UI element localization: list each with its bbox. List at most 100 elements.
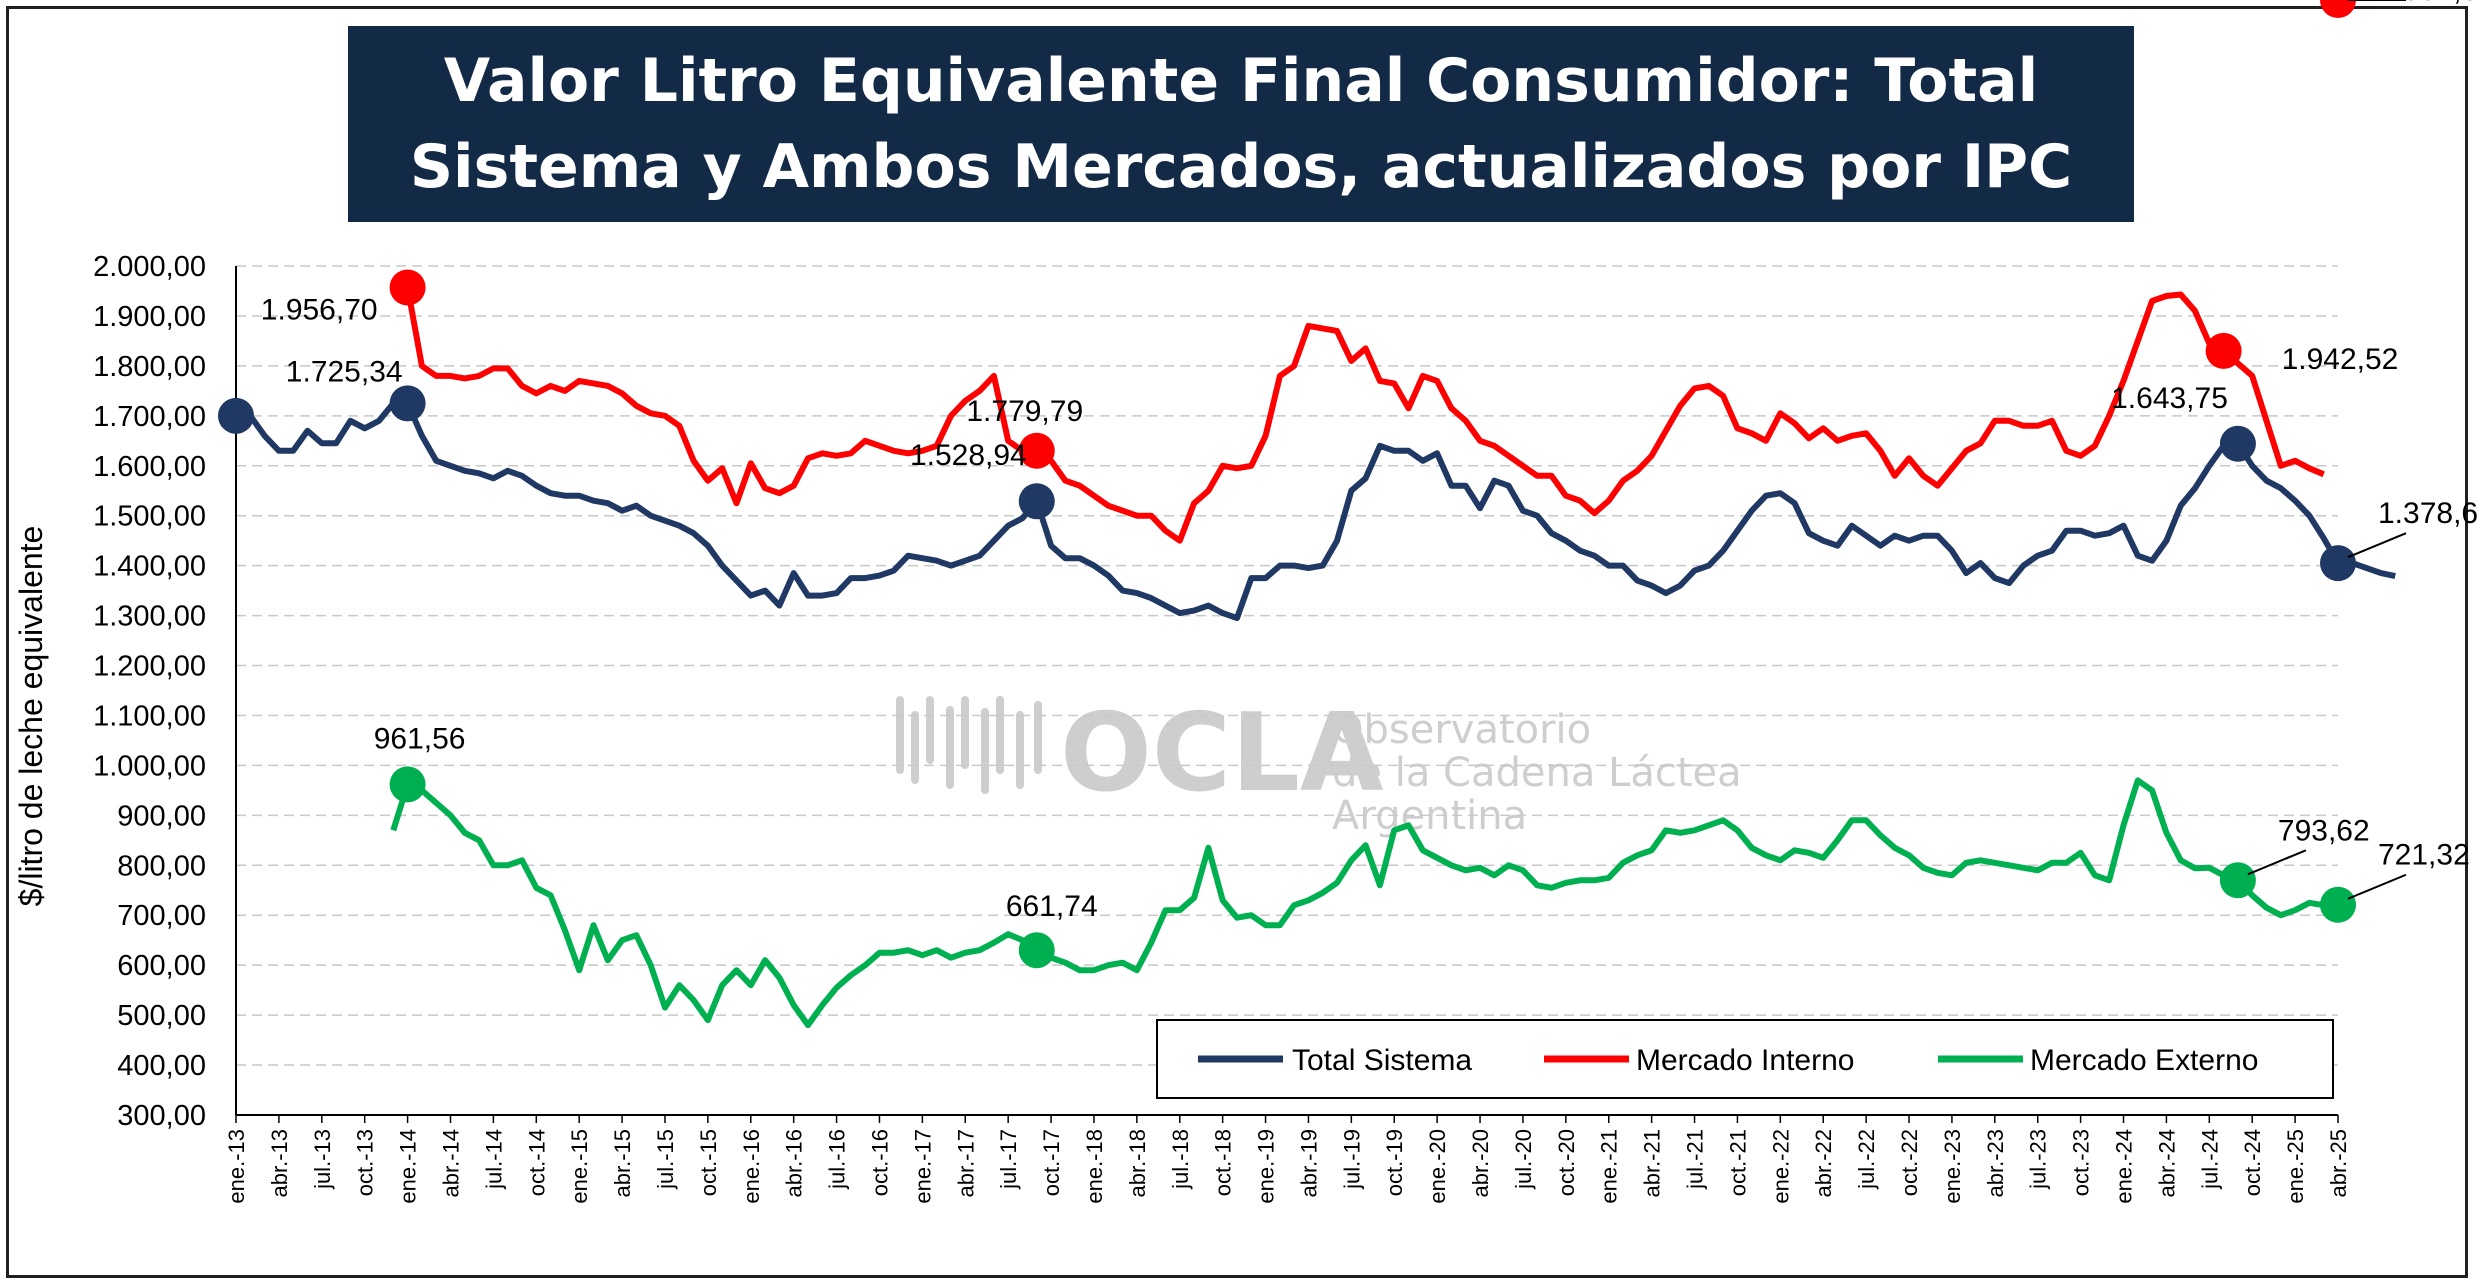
data-label-externo-56: 661,74 <box>1006 890 1098 923</box>
x-tick-label: jul.-13 <box>310 1129 335 1190</box>
x-tick-label: jul.-16 <box>825 1129 850 1190</box>
y-tick-label: 2.000,00 <box>93 251 206 283</box>
x-tick-label: oct.-13 <box>353 1129 378 1196</box>
x-tick-label: jul.-21 <box>1683 1129 1708 1190</box>
x-tick-label: abr.-20 <box>1468 1129 1493 1198</box>
data-label-leader <box>2347 532 2407 559</box>
x-tick-label: oct.-17 <box>1039 1129 1064 1196</box>
marker-total-140 <box>2219 425 2256 462</box>
x-tick-label: abr.-19 <box>1296 1129 1321 1198</box>
marker-total-0 <box>218 397 254 434</box>
y-tick-label: 1.600,00 <box>93 451 206 483</box>
ocla-watermark: OCLA Observatorio de la Cadena Láctea Ar… <box>896 691 1742 839</box>
x-tick-label: oct.-19 <box>1382 1129 1407 1196</box>
marker-interno-12 <box>389 269 426 306</box>
x-tick-label: abr.-16 <box>782 1129 807 1198</box>
x-tick-label: oct.-14 <box>524 1129 549 1196</box>
x-tick-label: abr.-22 <box>1811 1129 1836 1198</box>
data-label-total-12: 1.725,34 <box>286 355 403 388</box>
chart-title: Valor Litro Equivalente Final Consumidor… <box>409 46 2073 202</box>
x-tick-label: abr.-13 <box>267 1129 292 1198</box>
data-label-interno-56: 1.779,79 <box>966 395 1083 428</box>
x-tick-label: ene.-22 <box>1768 1129 1793 1204</box>
x-tick-label: oct.-20 <box>1554 1129 1579 1196</box>
marker-externo-147 <box>2320 886 2356 923</box>
data-labels: 1.725,34 1.528,94 1.643,75 1.378,64 1.956,70… <box>261 0 2478 923</box>
x-tick-label: oct.-22 <box>1897 1129 1922 1196</box>
legend-label-interno: Mercado Interno <box>1636 1044 1854 1077</box>
y-tick-label: 400,00 <box>117 1050 206 1082</box>
x-tick-label: ene.-19 <box>1254 1129 1279 1204</box>
y-tick-label: 600,00 <box>117 950 206 982</box>
watermark-brand: OCLA <box>1060 691 1384 816</box>
data-label-total-140: 1.643,75 <box>2111 382 2228 415</box>
x-tick-label: ene.-23 <box>1940 1129 1965 1204</box>
x-tick-label: jul.-20 <box>1511 1129 1536 1190</box>
data-label-interno-147: 1.582,81 <box>2378 0 2478 7</box>
x-tick-label: oct.-24 <box>2240 1129 2265 1196</box>
x-tick-label: jul.-24 <box>2197 1129 2222 1190</box>
title-banner: Valor Litro Equivalente Final Consumidor… <box>348 26 2134 222</box>
y-tick-label: 800,00 <box>117 850 206 882</box>
y-axis-label: $/litro de leche equivalente <box>13 526 49 907</box>
x-tick-label: jul.-14 <box>481 1129 506 1190</box>
x-tick-label: abr.-15 <box>610 1129 635 1198</box>
x-tick-label: jul.-19 <box>1339 1129 1364 1190</box>
marker-interno-56 <box>1018 432 1055 469</box>
ocla-logo-icon <box>896 696 1042 794</box>
series-line-total <box>236 400 2396 622</box>
data-label-externo-12: 961,56 <box>374 722 466 755</box>
marker-externo-56 <box>1018 932 1055 969</box>
x-tick-label: oct.-16 <box>867 1129 892 1196</box>
watermark-line1: Observatorio <box>1332 707 1591 753</box>
x-tick-label: abr.-25 <box>2326 1129 2351 1198</box>
data-label-interno-12: 1.956,70 <box>261 293 378 326</box>
x-tick-label: jul.-15 <box>653 1129 678 1190</box>
y-tick-label: 700,00 <box>117 900 206 932</box>
data-label-total-56: 1.528,94 <box>910 439 1027 472</box>
point-markers <box>218 0 2356 969</box>
x-tick-label: abr.-21 <box>1640 1129 1665 1198</box>
y-tick-label: 1.200,00 <box>93 651 206 683</box>
marker-interno-147 <box>2320 0 2356 18</box>
x-tick-label: ene.-15 <box>567 1129 592 1204</box>
marker-total-56 <box>1018 483 1055 520</box>
y-tick-label: 1.700,00 <box>93 401 206 433</box>
data-label-leader <box>2347 873 2407 900</box>
x-tick-label: abr.-18 <box>1125 1129 1150 1198</box>
x-tick-label: jul.-17 <box>996 1129 1021 1190</box>
y-tick-label: 900,00 <box>117 800 206 832</box>
y-tick-label: 1.900,00 <box>93 301 206 333</box>
x-tick-label: jul.-23 <box>2026 1129 2051 1190</box>
y-tick-label: 300,00 <box>117 1100 206 1132</box>
y-tick-label: 1.500,00 <box>93 501 206 533</box>
x-tick-label: ene.-16 <box>739 1129 764 1204</box>
x-tick-label: oct.-21 <box>1725 1129 1750 1196</box>
x-tick-label: jul.-18 <box>1168 1129 1193 1190</box>
y-tick-label: 1.800,00 <box>93 351 206 383</box>
series-line-externo <box>390 777 2339 1029</box>
data-label-externo-147: 721,32 <box>2378 839 2470 872</box>
watermark-line2: de la Cadena Láctea <box>1332 750 1742 796</box>
x-tick-label: ene.-18 <box>1082 1129 1107 1204</box>
marker-total-12 <box>389 385 426 422</box>
data-label-total-147: 1.378,64 <box>2378 497 2478 530</box>
marker-externo-12 <box>389 766 426 803</box>
marker-externo-140 <box>2219 862 2256 899</box>
x-tick-label: jul.-22 <box>1854 1129 1879 1190</box>
x-tick-label: abr.-23 <box>1983 1129 2008 1198</box>
x-tick-label: ene.-21 <box>1597 1129 1622 1204</box>
data-label-externo-140: 793,62 <box>2278 814 2370 847</box>
x-tick-labels: ene.-13 abr.-13 jul.-13 oct.-13 ene.-14 abr.-… <box>224 1115 2351 1204</box>
y-tick-label: 500,00 <box>117 1000 206 1032</box>
x-tick-label: ene.-20 <box>1425 1129 1450 1204</box>
y-tick-label: 1.100,00 <box>93 700 206 732</box>
marker-total-147 <box>2320 545 2356 582</box>
series-lines <box>236 286 2396 1029</box>
x-tick-label: ene.-17 <box>910 1129 935 1204</box>
y-tick-labels: 300,00 400,00 500,00 600,00 700,00 800,00 900,… <box>93 251 206 1132</box>
x-tick-label: abr.-17 <box>953 1129 978 1198</box>
legend-label-externo: Mercado Externo <box>2030 1044 2258 1077</box>
series-line-interno <box>404 286 2325 544</box>
